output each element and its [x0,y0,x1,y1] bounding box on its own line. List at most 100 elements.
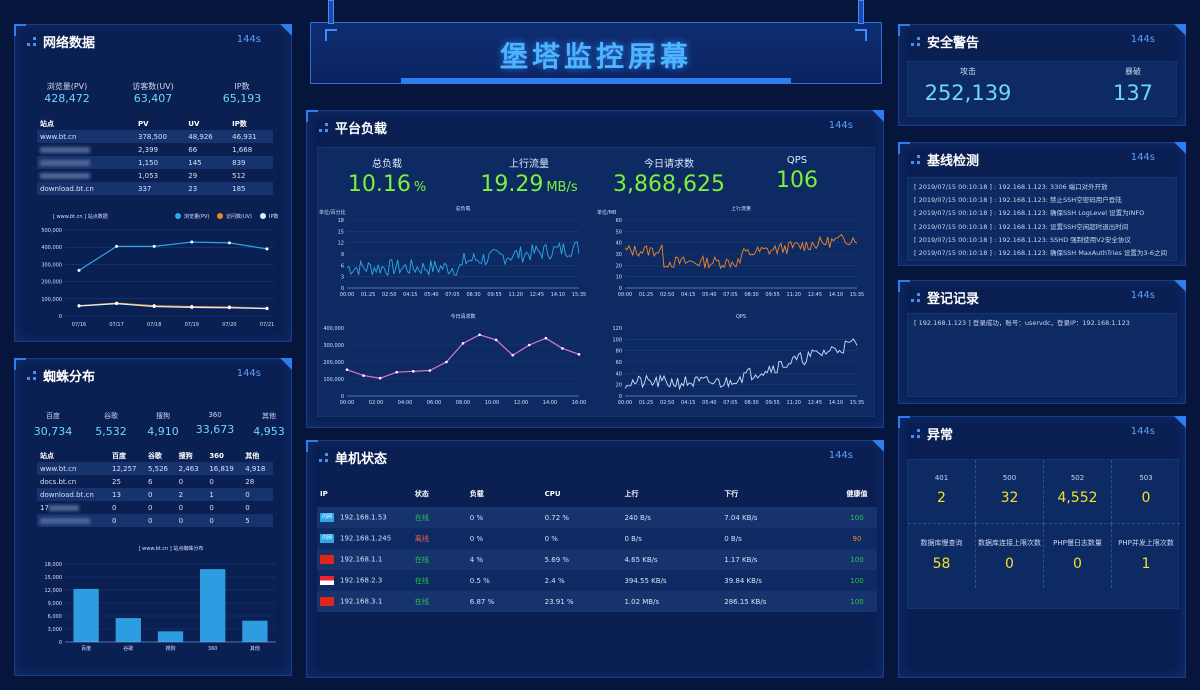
x-tick: 04:00 [398,400,412,406]
x-tick: 12:00 [514,400,528,406]
stat-label: 其他 [262,412,276,420]
cell: 6 [147,477,153,486]
x-tick: 11:20 [787,400,801,406]
table-row[interactable]: 2,399 66 1,668 [37,143,273,156]
refresh-timer: 144s [1130,426,1155,437]
stat-number: 10.16 [347,172,411,197]
stat-label: 暴破 [1125,67,1141,76]
table-row[interactable]: docs.bt.cn 25 6 0 0 28 [37,475,273,488]
table-row[interactable]: 192.168.1.1 在线 4 % 5.69 % 4.65 KB/s 1.17 KB/s… [317,549,877,570]
x-tick: 15:35 [850,400,864,406]
table-row[interactable]: 17 0 0 0 0 0 [37,501,273,514]
health-cell: 90 [837,528,877,549]
stat-label: 上行流量 [509,159,549,170]
ip-cell: 192.168.3.1 [317,591,412,612]
abnormal-label: 503 [1139,474,1153,482]
col-header: 搜狗 [178,451,193,460]
stat-number: 3,868,625 [613,172,725,197]
col-header: 状态 [414,490,429,498]
x-tick: 百度 [81,645,91,652]
cell: 29 [188,171,198,180]
series-upstream [624,233,858,270]
health-cell: 100 [837,507,877,528]
cell: 1,668 [232,145,253,154]
chart-title: [ www.bt.cn ] 站点数据 [53,213,108,220]
chart-title: QPS [736,314,746,320]
page-title: 堡塔监控屏幕 [499,40,692,73]
x-tick: 14:10 [551,292,565,298]
x-tick: 07/18 [147,322,161,328]
table-row[interactable]: 内网 192.168.1.53 在线 0 % 0.72 % 240 B/s 7.04 KB/… [317,507,877,528]
cell: 512 [232,171,246,180]
x-tick: 01:25 [639,400,653,406]
x-tick: 15:35 [572,292,586,298]
bruteforce-value: 137 [1112,81,1154,105]
x-tick: 10:00 [485,400,499,406]
x-tick: 00:00 [618,292,632,298]
series-ip [78,303,268,310]
flag-icon [320,576,334,585]
x-tick: 05:40 [424,292,438,298]
table-row[interactable]: 192.168.3.1 在线 6.87 % 23.91 % 1.02 MB/s 286.1… [317,591,877,612]
data-point [345,368,349,371]
banner-deco-right [855,29,867,41]
cell: 0 [109,514,145,527]
cell: 0 [242,488,273,501]
data-point [77,268,81,272]
load-cell: 0 % [466,528,542,549]
table-row[interactable]: 1,053 29 512 [37,169,273,182]
cell: 46,931 [229,130,273,143]
abnormal-grid: 401 2 500 32 502 4,552 503 0 数据库慢查询 58 数据库连接上限次数 0 P… [907,459,1180,609]
col-header: CPU [544,490,561,498]
up-cell: 1.02 MB/s [621,591,722,612]
stat-label: 谷歌 [104,412,118,420]
y-tick: 300,000 [41,262,62,268]
stat-label: 360 [208,411,222,419]
table-row[interactable]: 192.168.2.3 在线 0.5 % 2.4 % 394.55 KB/s 39.84 … [317,570,877,591]
pillar-left [328,0,334,24]
data-point [190,305,194,309]
stat-label: 百度 [46,412,60,420]
x-tick: 搜狗 [165,645,175,652]
blurred-site [37,156,135,169]
stat-value: 19.29 MB/s [459,172,599,197]
y-tick: 20 [616,263,622,269]
abnormal-cell: 500 32 [976,460,1044,524]
table-row[interactable]: download.bt.cn 337 23 185 [37,182,273,195]
cell: 0 [206,514,243,527]
x-tick: 01:25 [639,292,653,298]
spider-stat: 谷歌 5,532 [85,411,137,438]
cell: www.bt.cn [37,130,135,143]
table-row[interactable]: 内网 192.168.1.245 离线 0 % 0 % 0 B/s 0 B/s 90 [317,528,877,549]
cell: 0 [175,514,207,527]
x-tick: 谷歌 [123,645,133,652]
x-tick: 15:35 [850,292,864,298]
status-cell: 离线 [411,528,467,549]
abnormal-label: 500 [1002,474,1017,482]
table-row[interactable]: download.bt.cn 13 0 2 1 0 [37,488,273,501]
x-tick: 14:10 [829,400,843,406]
y-tick: 0 [341,394,344,400]
x-tick: 08:30 [744,400,758,406]
y-tick: 60 [616,360,622,366]
stat-label: 访客数(UV) [132,82,174,91]
col-header: 360 [209,451,224,460]
abnormal-cell: PHP慢日志数量 0 [1044,524,1112,588]
x-tick: 12:45 [808,400,822,406]
title-banner: 堡塔监控屏幕 [310,22,882,84]
attack-value: 252,139 [924,81,1012,105]
table-row[interactable]: www.bt.cn 12,257 5,526 2,463 16,819 4,918 [37,462,273,475]
y-tick: 100 [612,337,622,343]
table-row[interactable]: www.bt.cn 378,500 48,926 46,931 [37,130,273,143]
lan-badge: 内网 [320,534,334,543]
security-inner: 攻击 252,139 暴破 137 [907,61,1177,117]
load-stat: 上行流量 19.29 MB/s [459,155,599,197]
load-stat: 今日请求数 3,868,625 [599,155,739,197]
table-row[interactable]: 1,150 145 839 [37,156,273,169]
x-tick: 16:00 [572,400,586,406]
cpu-cell: 5.69 % [541,549,622,570]
col-header: 站点 [40,119,54,128]
col-header: 站点 [40,451,54,460]
cpu-cell: 2.4 % [541,570,622,591]
